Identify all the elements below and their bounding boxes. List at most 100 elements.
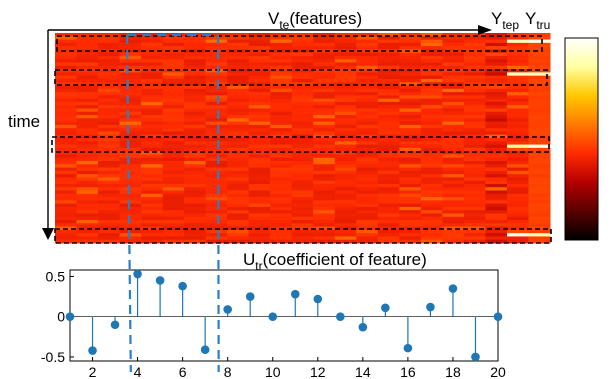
heatmap-cell [119,187,142,191]
heatmap-cell [162,210,185,214]
heatmap-cell [270,203,293,208]
heatmap-cell [119,174,142,178]
heatmap-cell [205,62,228,67]
heatmap-cell [205,36,228,41]
heatmap-cell [162,111,185,116]
heatmap-cell [248,88,271,93]
heatmap-cell [205,78,228,83]
heatmap-cell [162,98,185,103]
heatmap-cell [119,216,142,221]
heatmap-cell [313,203,336,208]
heatmap-cell [227,39,250,44]
heatmap-cell [184,200,207,205]
heatmap-cell [528,164,551,169]
heatmap-cell [377,124,400,129]
heatmap-cell [506,95,529,100]
heatmap-cell [420,144,443,149]
heatmap-cell [377,164,400,169]
heatmap-cell [141,59,164,64]
heatmap-cell [141,220,164,224]
heatmap-cell [141,229,164,234]
heatmap-cell [485,101,508,106]
heatmap-cell [162,39,185,44]
heatmap-cell [334,170,357,175]
heatmap-cell [334,223,357,228]
heatmap-cell [399,33,422,37]
heatmap-cell [356,157,379,162]
heatmap-cell [227,200,250,205]
heatmap-cell [119,72,142,77]
heatmap-cell [248,78,271,83]
heatmap-cell [485,154,508,159]
heatmap-cell [463,124,486,129]
heatmap-cell [55,203,78,208]
stem-marker [178,281,187,291]
heatmap-cell [528,154,551,159]
heatmap-cell [141,82,164,86]
heatmap-cell [377,239,400,244]
heatmap-cell [55,131,78,136]
heatmap-cell [119,101,142,106]
heatmap-cell [420,131,443,136]
heatmap-cell [119,229,142,234]
heatmap-cell [98,98,121,103]
heatmap-cell [463,39,486,44]
heatmap-cell [141,200,164,205]
heatmap-cell [485,141,508,146]
heatmap-cell [313,141,336,146]
heatmap-cell [270,124,293,129]
heatmap-cell [55,55,78,60]
heatmap-cell [55,111,78,116]
heatmap-cell [313,220,336,224]
heatmap-cell [162,121,185,126]
heatmap-cell [463,144,486,149]
heatmap-cell [270,131,293,136]
heatmap-cell [162,59,185,64]
heatmap-cell [291,206,314,211]
heatmap-cell [184,131,207,136]
heatmap-cell [184,95,207,100]
heatmap-cell [528,85,551,90]
heatmap-cell [420,72,443,77]
heatmap-cell [420,62,443,67]
heatmap-cell [119,124,142,129]
heatmap-cell [399,108,422,113]
x-tick-label: 4 [134,364,142,379]
heatmap-cell [270,46,293,50]
heatmap-cell [463,193,486,198]
heatmap-cell [55,78,78,83]
heatmap-cell [162,239,185,244]
heatmap-cell [162,160,185,165]
heatmap-cell [291,124,314,129]
heatmap-cell [528,78,551,83]
heatmap-cell [227,216,250,221]
heatmap-cell [528,88,551,93]
heatmap-cell [162,42,185,47]
heatmap-cell [528,216,551,221]
heatmap-cell [528,138,551,142]
heatmap-cell [528,210,551,214]
heatmap-cell [162,151,185,155]
heatmap-cell [334,190,357,195]
heatmap-cell [334,115,357,119]
heatmap-cell [313,75,336,80]
heatmap-cell [270,206,293,211]
heatmap-cell [119,141,142,146]
heatmap-cell [420,147,443,152]
heatmap-cell [313,52,336,57]
heatmap-cell [227,183,250,188]
heatmap-cell [55,138,78,142]
heatmap-cell [356,183,379,188]
heatmap-cell [141,144,164,149]
heatmap-cell [506,101,529,106]
heatmap-cell [442,75,465,80]
heatmap-cell [55,141,78,146]
heatmap-cell [442,233,465,237]
heatmap-cell [356,210,379,214]
heatmap-cell [98,138,121,142]
heatmap-cell [334,42,357,47]
highlight-left-edge [125,34,132,373]
heatmap-cell [248,203,271,208]
heatmap-cell [55,190,78,195]
heatmap-cell [227,75,250,80]
